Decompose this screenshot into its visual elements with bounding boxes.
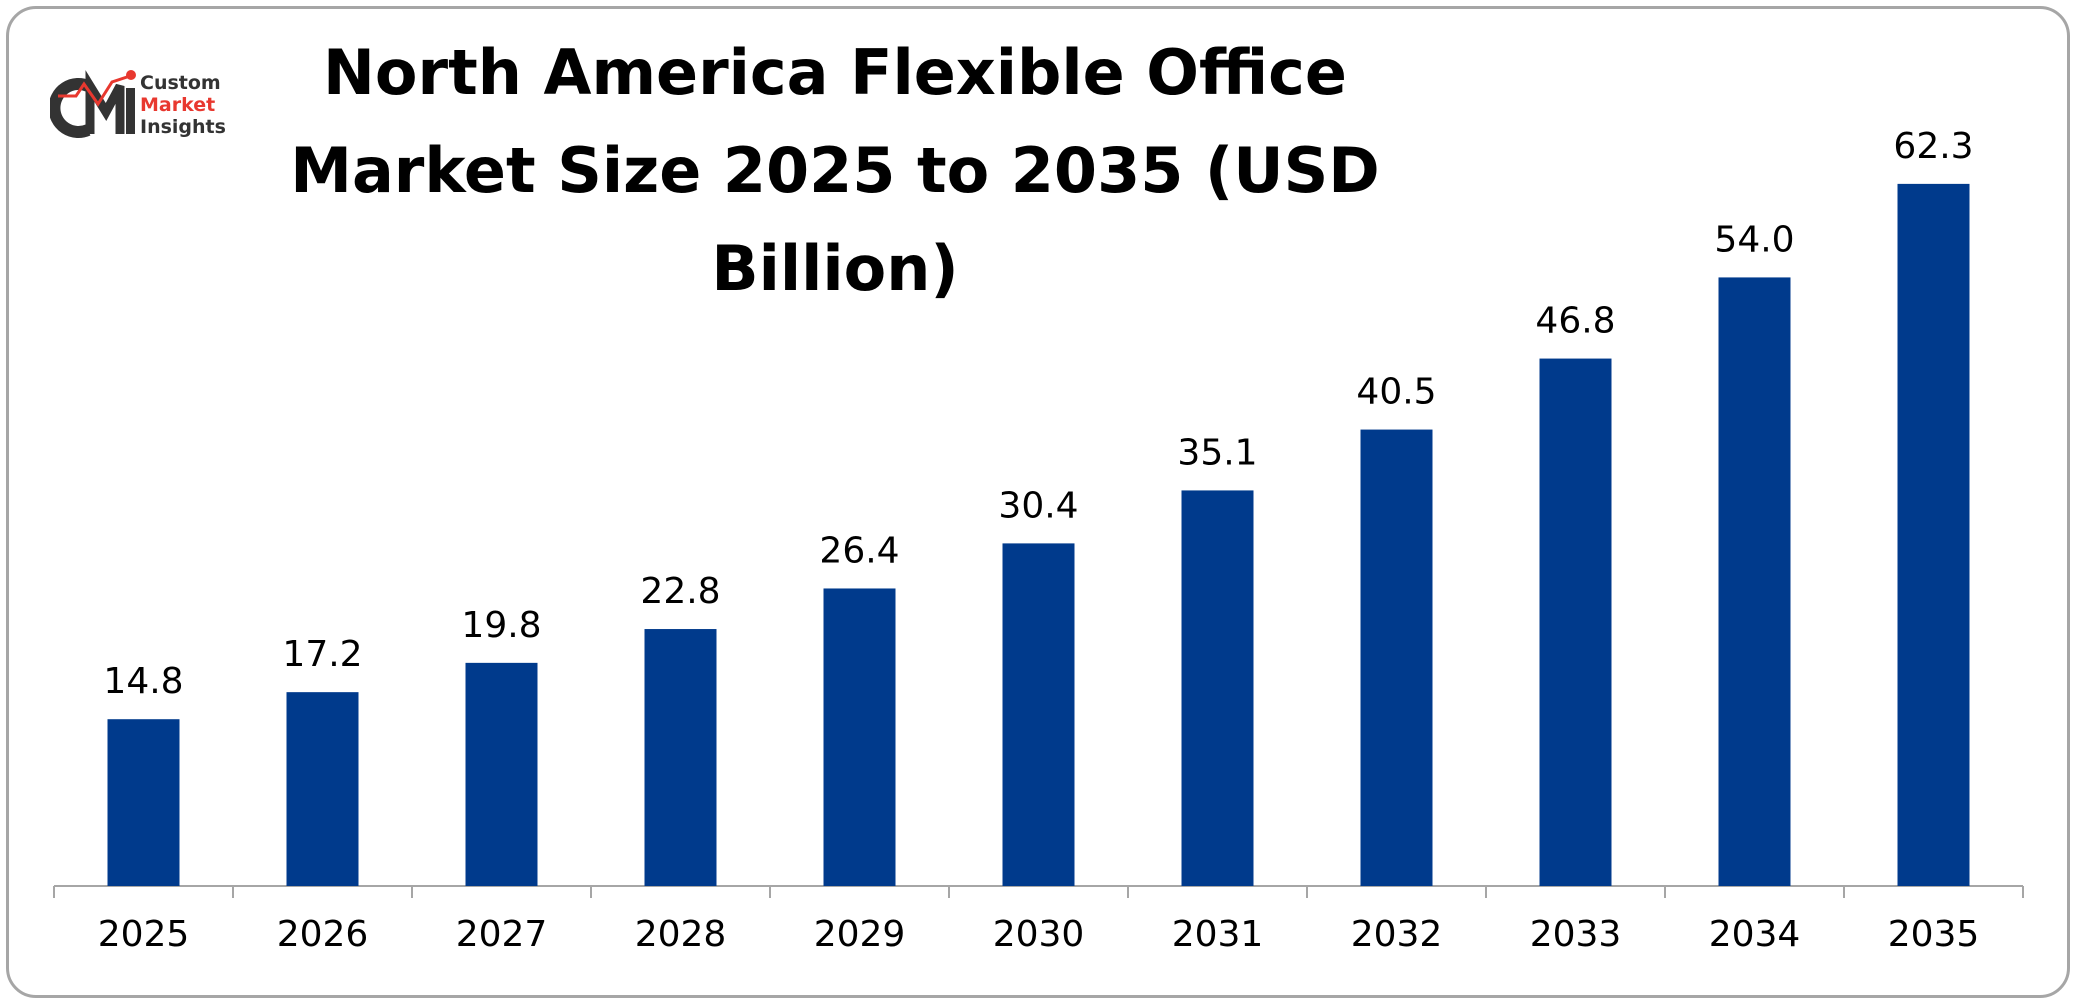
x-tick-label-2032: 2032: [1351, 914, 1443, 955]
x-tick-label-2025: 2025: [98, 914, 190, 955]
bar-2030: [1002, 543, 1075, 886]
bar-2032: [1360, 429, 1433, 886]
x-tick-label-2034: 2034: [1709, 914, 1801, 955]
x-tick-label-2029: 2029: [814, 914, 906, 955]
bar-2029: [823, 588, 896, 886]
data-label-2032: 40.5: [1356, 372, 1436, 413]
bar-2026: [286, 692, 359, 886]
x-tick-label-2028: 2028: [635, 914, 727, 955]
bar-2035: [1897, 183, 1970, 886]
bar-2031: [1181, 490, 1254, 886]
brand-line-1: Custom: [140, 72, 221, 94]
x-tick-label-2030: 2030: [993, 914, 1085, 955]
data-label-2034: 54.0: [1714, 219, 1794, 260]
data-label-2033: 46.8: [1535, 301, 1615, 342]
data-label-2030: 30.4: [998, 485, 1078, 526]
x-tick-label-2033: 2033: [1530, 914, 1622, 955]
data-label-2031: 35.1: [1177, 432, 1257, 473]
data-label-2027: 19.8: [461, 605, 541, 646]
bar-2027: [465, 662, 538, 886]
x-tick-label-2035: 2035: [1888, 914, 1980, 955]
chart-title: North America Flexible Office Market Siz…: [290, 36, 1380, 305]
data-label-2028: 22.8: [640, 571, 720, 612]
data-label-2025: 14.8: [103, 661, 183, 702]
data-label-2035: 62.3: [1893, 126, 1973, 167]
data-label-2029: 26.4: [819, 530, 899, 571]
x-tick-label-2031: 2031: [1172, 914, 1264, 955]
x-tick-label-2027: 2027: [456, 914, 548, 955]
x-tick-label-2026: 2026: [277, 914, 369, 955]
brand-name: Custom Market Insights: [140, 72, 226, 138]
brand-logo: Custom Market Insights: [50, 60, 240, 150]
bar-2034: [1718, 277, 1791, 886]
brand-line-3: Insights: [140, 116, 226, 138]
brand-line-2: Market: [140, 94, 216, 116]
bar-2028: [644, 629, 717, 886]
bar-2025: [107, 719, 180, 886]
bar-2033: [1539, 358, 1612, 887]
data-label-2026: 17.2: [282, 634, 362, 675]
cmi-logo-icon: [50, 70, 136, 138]
